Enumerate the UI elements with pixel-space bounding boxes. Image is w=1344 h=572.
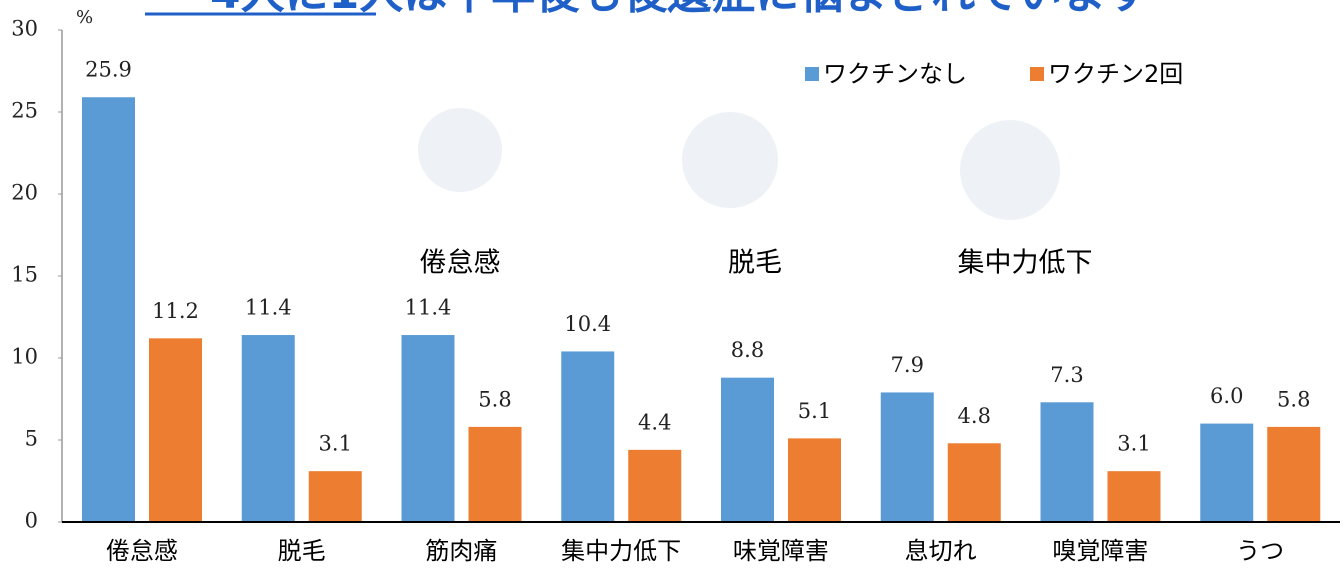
- legend-label: ワクチンなし: [823, 60, 967, 88]
- y-tick-label: 20: [11, 181, 38, 205]
- y-tick-label: 10: [11, 345, 38, 369]
- x-tick-label: 筋肉痛: [425, 537, 497, 565]
- y-tick-label: 5: [25, 427, 38, 451]
- data-label: 8.8: [731, 338, 764, 362]
- x-tick-label: 脱毛: [278, 537, 326, 565]
- data-label: 5.8: [478, 387, 511, 411]
- x-tick-label: うつ: [1236, 537, 1284, 565]
- illustrations: [418, 108, 1060, 220]
- data-label: 3.1: [319, 432, 352, 456]
- x-tick-label: 集中力低下: [561, 537, 681, 565]
- bar: [1040, 402, 1094, 522]
- legend-swatch: [805, 67, 819, 81]
- data-label: 11.2: [152, 299, 199, 323]
- bar: [1107, 471, 1161, 522]
- annotation: 倦怠感: [420, 248, 501, 279]
- bar: [308, 471, 362, 522]
- bar: [721, 377, 774, 522]
- y-axis-label: %: [76, 7, 93, 28]
- data-label: 7.3: [1050, 363, 1083, 387]
- bar: [1267, 426, 1321, 522]
- y-tick-label: 30: [11, 17, 38, 41]
- annotation: 脱毛: [728, 248, 782, 279]
- data-label: 5.8: [1277, 387, 1310, 411]
- y-tick-label: 15: [11, 263, 38, 287]
- chart-title: 4人に1人は半年後も後遺症に悩まされています: [210, 0, 1150, 19]
- bar: [788, 438, 841, 522]
- x-tick-label: 嗅覚障害: [1052, 537, 1148, 565]
- x-tick-label: 息切れ: [905, 537, 977, 565]
- bar: [628, 449, 682, 522]
- bar: [241, 335, 295, 522]
- data-label: 11.4: [245, 296, 292, 320]
- x-tick-label: 味覚障害: [733, 537, 829, 565]
- data-label: 3.1: [1117, 432, 1150, 456]
- data-label: 10.4: [564, 312, 611, 336]
- data-label: 11.4: [405, 296, 452, 320]
- data-label: 4.4: [638, 410, 671, 434]
- illustration: [418, 108, 502, 192]
- bar: [1200, 423, 1254, 522]
- bar: [880, 392, 934, 522]
- data-label: 25.9: [85, 58, 132, 82]
- bar: [401, 335, 455, 522]
- bar: [561, 351, 615, 522]
- annotation: 集中力低下: [958, 248, 1093, 279]
- bar: [947, 443, 1001, 522]
- bar: [149, 338, 202, 522]
- data-label: 7.9: [891, 353, 924, 377]
- data-label: 4.8: [958, 404, 991, 428]
- bar: [468, 426, 522, 522]
- y-tick-label: 25: [11, 99, 38, 123]
- bar: [82, 97, 135, 523]
- legend-swatch: [1030, 67, 1044, 81]
- illustration: [682, 112, 778, 208]
- x-tick-label: 倦怠感: [106, 537, 178, 565]
- legend-label: ワクチン2回: [1048, 60, 1183, 88]
- data-label: 5.1: [798, 399, 831, 423]
- y-tick-label: 0: [25, 509, 38, 533]
- illustration: [960, 120, 1060, 220]
- data-label: 6.0: [1210, 384, 1243, 408]
